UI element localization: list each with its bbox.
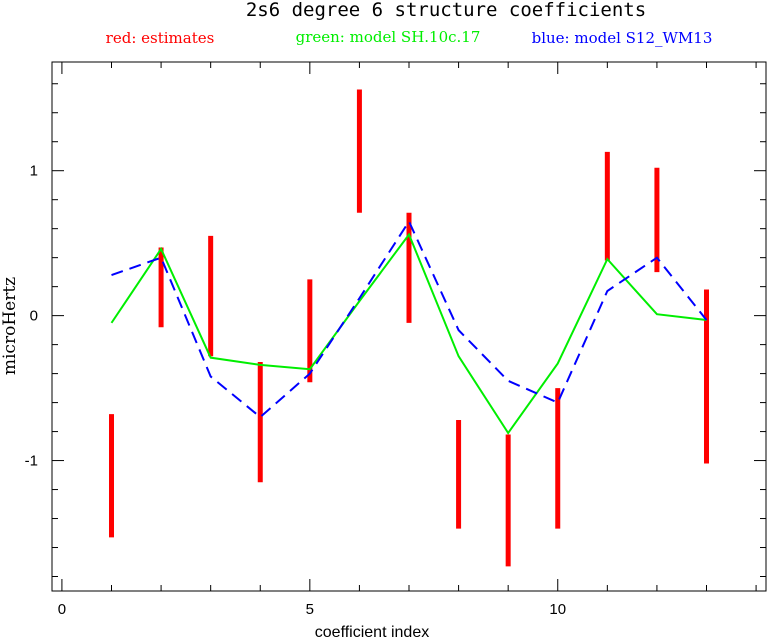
y-tick-label: 1 [30,163,38,180]
x-tick-label: 5 [306,601,314,618]
legend-model-s12wm13: blue: model S12_WM13 [532,29,713,47]
x-tick-label: 10 [549,601,566,618]
y-axis-label: microHertz [0,277,20,375]
data-layer [109,89,709,567]
series-line-model-s12wm13 [111,219,708,419]
legend-model-sh10c17: green: model SH.10c.17 [296,28,481,46]
legend-estimates: red: estimates [106,29,215,47]
axis-ticks: 0 5 10 -1 0 1 [25,62,766,618]
x-axis-label: coefficient index [315,624,429,641]
y-tick-label: -1 [25,453,38,470]
series-line-model-sh10c17 [110,232,707,435]
chart-title: 2s6 degree 6 structure coefficients [246,0,646,21]
x-tick-label: 0 [58,601,66,618]
y-tick-label: 0 [30,308,38,325]
